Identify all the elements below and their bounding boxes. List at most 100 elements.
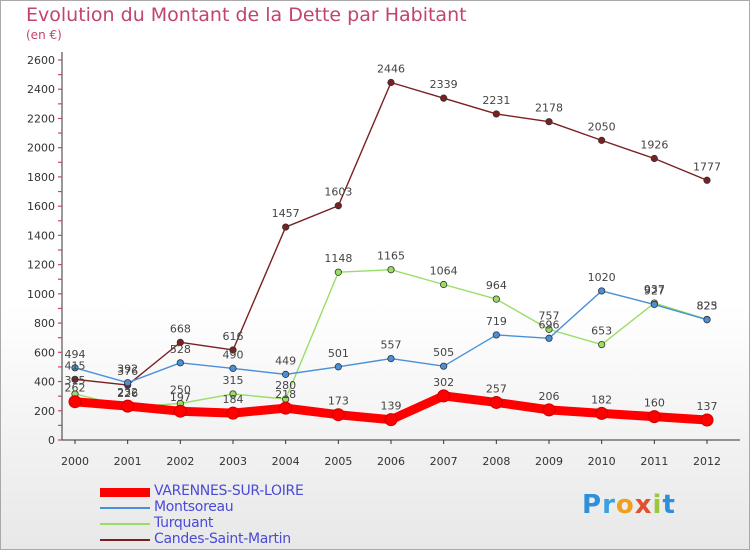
y-tick-label: 2400 [27,83,55,96]
x-tick-label: 2003 [219,455,247,468]
data-label: 557 [381,339,402,352]
data-point [598,287,606,295]
data-label: 173 [328,395,349,408]
y-tick-label: 800 [34,317,55,330]
legend-label: VARENNES-SUR-LOIRE [154,483,304,499]
data-point [387,266,395,274]
data-point [279,401,293,415]
data-point [121,399,135,413]
data-point [334,363,342,371]
x-tick-label: 2000 [61,455,89,468]
legend-swatch [100,507,150,509]
data-label: 505 [433,346,454,359]
logo-letter: P [582,490,603,520]
legend-label: Candes-Saint-Martin [154,531,291,547]
data-point [176,359,184,367]
data-point [492,110,500,118]
data-label: 160 [644,397,665,410]
data-point [71,375,79,383]
y-tick-label: 600 [34,346,55,359]
y-tick-label: 2600 [27,54,55,67]
data-point [703,176,711,184]
proxiti-logo: Proxit [582,490,676,520]
x-tick-label: 2011 [640,455,668,468]
legend-swatch [100,523,150,525]
data-label: 653 [591,325,612,338]
data-point [229,364,237,372]
data-point [176,338,184,346]
data-label: 315 [65,374,86,387]
data-label: 823 [697,300,718,313]
data-label: 226 [117,387,138,400]
chart-subtitle: (en €) [26,28,62,42]
data-label: 1165 [377,250,405,263]
data-point [71,364,79,372]
data-label: 218 [275,388,296,401]
legend-label: Montsoreau [154,499,234,515]
data-label: 757 [539,309,560,322]
data-label: 302 [433,376,454,389]
x-tick-label: 2001 [114,455,142,468]
logo-letter: r [602,490,616,520]
data-label: 668 [170,322,191,335]
data-label: 1457 [272,207,300,220]
data-label: 182 [591,393,612,406]
data-label: 927 [644,285,665,298]
data-label: 964 [486,279,507,292]
data-point [650,154,658,163]
y-tick-label: 1800 [27,171,55,184]
data-label: 1020 [588,271,616,284]
y-tick-label: 1000 [27,288,55,301]
data-label: 1148 [324,252,352,265]
data-point [598,340,606,349]
data-label: 206 [539,390,560,403]
data-point [282,223,290,231]
logo-letter: x [634,490,653,520]
data-label: 315 [223,374,244,387]
line-chart: 0 200 400 600 800 1000 1200 1400 1600 1800 2000 220… [27,52,740,468]
data-point [124,379,132,387]
data-label: 1926 [640,139,668,152]
data-label: 2446 [377,63,405,76]
data-label: 937 [644,283,665,296]
data-point [334,202,342,210]
data-point [700,413,714,427]
data-point [331,408,345,422]
data-label: 2178 [535,102,563,115]
data-point [598,136,606,144]
data-label: 415 [65,359,86,372]
series-layer [68,78,714,427]
data-point [492,295,500,303]
data-label: 494 [65,348,86,361]
data-point [226,406,240,420]
data-point [492,331,500,339]
data-point [703,316,711,324]
data-label: 280 [275,379,296,392]
data-point [440,280,448,289]
data-point [647,410,661,424]
data-label: 501 [328,347,349,360]
data-label: 1064 [430,264,458,277]
x-tick-label: 2009 [535,455,563,468]
legend-swatch [100,487,150,497]
x-tick-label: 2002 [166,455,194,468]
data-point [173,404,187,418]
data-point [542,403,556,417]
data-label: 825 [697,299,718,312]
data-label: 528 [170,343,191,356]
x-tick-label: 2008 [482,455,510,468]
data-label: 2231 [482,94,510,107]
x-tick-label: 2004 [272,455,300,468]
y-tick-label: 200 [34,405,55,418]
data-point [489,395,503,409]
data-point [68,395,82,409]
data-point [545,118,553,126]
data-point [384,413,398,427]
x-tick-label: 2007 [430,455,458,468]
data-label: 696 [539,318,560,331]
data-label: 1777 [693,160,721,173]
data-label: 250 [170,383,191,396]
data-label: 262 [65,382,86,395]
data-label: 257 [486,382,507,395]
